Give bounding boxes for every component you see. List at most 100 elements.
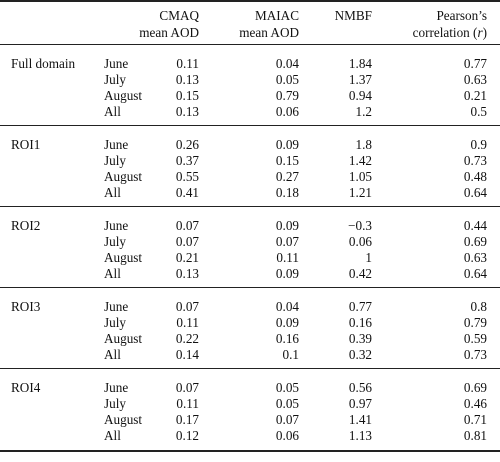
maiac-cell: 0.07 [275,234,299,249]
month-cell: July [104,234,126,249]
maiac-cell: 0.09 [275,315,299,330]
corr-cell: 0.44 [463,218,487,233]
month-cell: June [104,299,129,314]
header-maiac-line2: mean AOD [239,25,299,40]
maiac-cell: 0.04 [275,56,299,71]
bottom-rule [0,450,500,452]
cmaq-cell: 0.11 [176,315,199,330]
corr-cell: 0.64 [463,185,487,200]
cmaq-cell: 0.11 [176,396,199,411]
nmbf-cell: 1.42 [348,153,372,168]
cmaq-cell: 0.07 [175,234,199,249]
maiac-cell: 0.09 [275,218,299,233]
correlation-symbol: r [477,25,483,40]
cmaq-cell: 0.13 [175,104,199,119]
maiac-cell: 0.1 [282,347,299,362]
group-separator [0,206,500,207]
header-cmaq-line2: mean AOD [139,25,199,40]
cmaq-cell: 0.13 [175,266,199,281]
cmaq-cell: 0.21 [175,250,199,265]
header-maiac-line1: MAIAC [255,8,299,23]
month-cell: All [104,185,121,200]
maiac-cell: 0.18 [275,185,299,200]
corr-cell: 0.48 [463,169,487,184]
nmbf-cell: 0.39 [348,331,372,346]
month-cell: All [104,428,121,443]
nmbf-cell: 0.16 [348,315,372,330]
maiac-cell: 0.04 [275,299,299,314]
header-maiac: MAIAC mean AOD [239,7,299,41]
maiac-cell: 0.11 [276,250,299,265]
top-rule [0,0,500,2]
cmaq-cell: 0.14 [175,347,199,362]
corr-cell: 0.21 [463,88,487,103]
nmbf-cell: 1 [365,250,372,265]
maiac-cell: 0.06 [275,104,299,119]
nmbf-cell: 0.06 [348,234,372,249]
maiac-cell: 0.07 [275,412,299,427]
month-cell: July [104,153,126,168]
month-cell: August [104,412,143,427]
cmaq-cell: 0.13 [175,72,199,87]
corr-cell: 0.71 [463,412,487,427]
maiac-cell: 0.27 [275,169,299,184]
nmbf-cell: 0.97 [348,396,372,411]
cmaq-cell: 0.26 [175,137,199,152]
group-separator [0,125,500,126]
nmbf-cell: 1.8 [355,137,372,152]
region-label: ROI3 [11,299,41,314]
nmbf-cell: 1.13 [348,428,372,443]
cmaq-cell: 0.07 [175,218,199,233]
month-cell: June [104,137,129,152]
header-rule [0,44,500,45]
header-cmaq-line1: CMAQ [159,8,199,23]
corr-cell: 0.81 [463,428,487,443]
corr-cell: 0.46 [463,396,487,411]
maiac-cell: 0.06 [275,428,299,443]
month-cell: August [104,88,143,103]
corr-cell: 0.69 [463,234,487,249]
month-cell: August [104,169,143,184]
corr-cell: 0.64 [463,266,487,281]
nmbf-cell: 0.32 [348,347,372,362]
cmaq-cell: 0.55 [175,169,199,184]
header-cmaq: CMAQ mean AOD [139,7,199,41]
nmbf-cell: 1.84 [348,56,372,71]
cmaq-cell: 0.17 [175,412,199,427]
month-cell: August [104,250,143,265]
region-label: ROI1 [11,137,41,152]
month-cell: June [104,56,129,71]
maiac-cell: 0.05 [275,72,299,87]
corr-cell: 0.9 [470,137,487,152]
nmbf-cell: 0.94 [348,88,372,103]
nmbf-cell: 1.2 [355,104,372,119]
region-label: ROI4 [11,380,41,395]
month-cell: July [104,315,126,330]
month-cell: June [104,380,129,395]
corr-cell: 0.69 [463,380,487,395]
nmbf-cell: 0.77 [348,299,372,314]
corr-cell: 0.63 [463,72,487,87]
month-cell: All [104,347,121,362]
cmaq-cell: 0.41 [175,185,199,200]
maiac-cell: 0.79 [275,88,299,103]
nmbf-cell: 1.37 [348,72,372,87]
maiac-cell: 0.09 [275,137,299,152]
nmbf-cell: 1.21 [348,185,372,200]
maiac-cell: 0.05 [275,380,299,395]
header-correlation: Pearson’s correlation (r) [413,7,487,41]
nmbf-cell: 1.41 [348,412,372,427]
nmbf-cell: 0.42 [348,266,372,281]
nmbf-cell: −0.3 [348,218,372,233]
cmaq-cell: 0.07 [175,299,199,314]
month-cell: July [104,396,126,411]
cmaq-cell: 0.12 [175,428,199,443]
corr-cell: 0.63 [463,250,487,265]
corr-cell: 0.79 [463,315,487,330]
cmaq-cell: 0.37 [175,153,199,168]
maiac-cell: 0.16 [275,331,299,346]
header-nmbf: NMBF [335,7,372,24]
group-separator [0,287,500,288]
corr-cell: 0.77 [463,56,487,71]
